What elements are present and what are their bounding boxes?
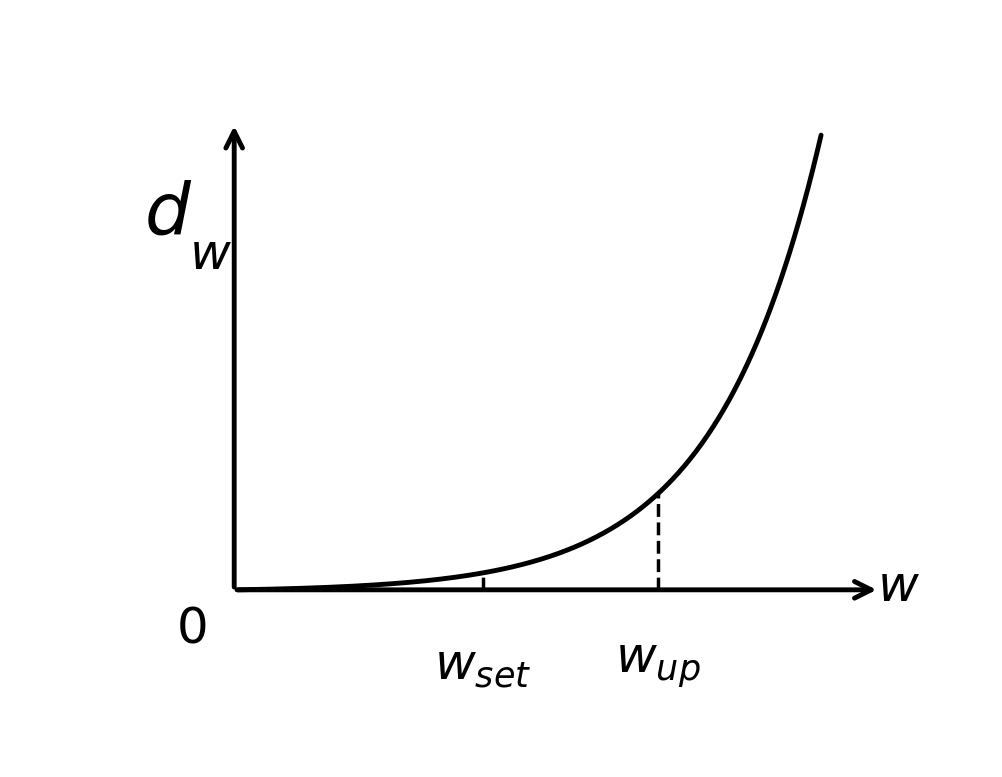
Text: $w_{set}$: $w_{set}$ <box>434 641 531 690</box>
Text: $w$: $w$ <box>189 230 232 280</box>
Text: $w_{up}$: $w_{up}$ <box>614 641 700 690</box>
Text: $w$: $w$ <box>877 562 920 611</box>
Text: $d$: $d$ <box>144 178 192 248</box>
Text: $0$: $0$ <box>176 604 206 653</box>
